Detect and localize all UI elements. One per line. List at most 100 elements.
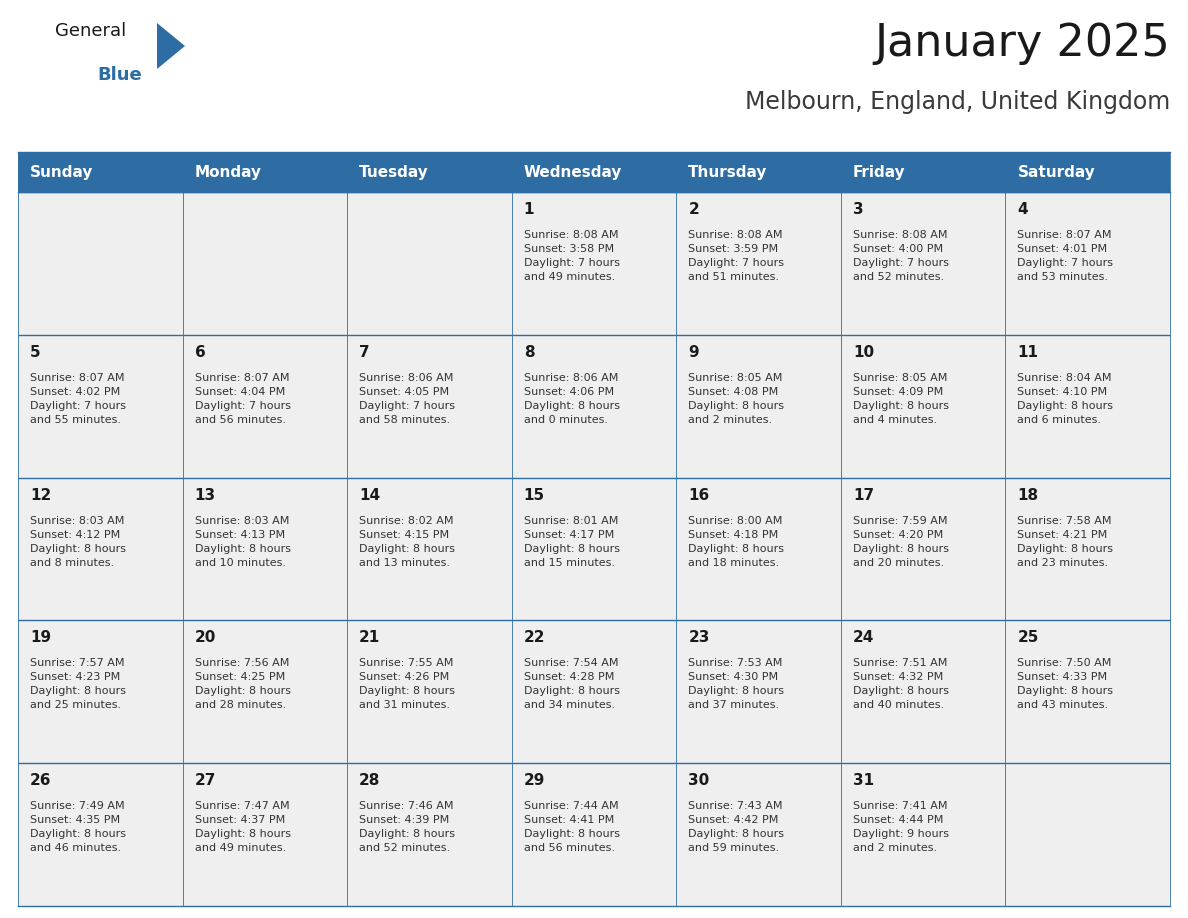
Text: Saturday: Saturday <box>1017 164 1095 180</box>
Text: 5: 5 <box>30 345 40 360</box>
Bar <box>841 152 1005 192</box>
Text: 16: 16 <box>688 487 709 502</box>
Text: Sunrise: 8:04 AM
Sunset: 4:10 PM
Daylight: 8 hours
and 6 minutes.: Sunrise: 8:04 AM Sunset: 4:10 PM Dayligh… <box>1017 373 1113 425</box>
Bar <box>183 763 347 906</box>
Polygon shape <box>157 23 185 69</box>
Bar <box>1005 152 1170 192</box>
Text: Sunrise: 8:07 AM
Sunset: 4:04 PM
Daylight: 7 hours
and 56 minutes.: Sunrise: 8:07 AM Sunset: 4:04 PM Dayligh… <box>195 373 291 425</box>
Text: 4: 4 <box>1017 202 1028 217</box>
Bar <box>183 152 347 192</box>
Bar <box>347 621 512 763</box>
Bar <box>183 192 347 335</box>
Text: 2: 2 <box>688 202 699 217</box>
Bar <box>676 335 841 477</box>
Bar <box>18 477 183 621</box>
Text: Sunrise: 7:56 AM
Sunset: 4:25 PM
Daylight: 8 hours
and 28 minutes.: Sunrise: 7:56 AM Sunset: 4:25 PM Dayligh… <box>195 658 291 711</box>
Text: Sunday: Sunday <box>30 164 94 180</box>
Text: 10: 10 <box>853 345 874 360</box>
Text: Sunrise: 7:44 AM
Sunset: 4:41 PM
Daylight: 8 hours
and 56 minutes.: Sunrise: 7:44 AM Sunset: 4:41 PM Dayligh… <box>524 801 620 853</box>
Text: Melbourn, England, United Kingdom: Melbourn, England, United Kingdom <box>745 90 1170 114</box>
Text: 9: 9 <box>688 345 699 360</box>
Text: Sunrise: 7:58 AM
Sunset: 4:21 PM
Daylight: 8 hours
and 23 minutes.: Sunrise: 7:58 AM Sunset: 4:21 PM Dayligh… <box>1017 516 1113 567</box>
Bar <box>183 335 347 477</box>
Text: Sunrise: 7:53 AM
Sunset: 4:30 PM
Daylight: 8 hours
and 37 minutes.: Sunrise: 7:53 AM Sunset: 4:30 PM Dayligh… <box>688 658 784 711</box>
Bar <box>347 192 512 335</box>
Text: 22: 22 <box>524 631 545 645</box>
Bar <box>512 192 676 335</box>
Bar <box>676 763 841 906</box>
Text: Sunrise: 8:08 AM
Sunset: 3:58 PM
Daylight: 7 hours
and 49 minutes.: Sunrise: 8:08 AM Sunset: 3:58 PM Dayligh… <box>524 230 620 282</box>
Text: 7: 7 <box>359 345 369 360</box>
Bar <box>347 152 512 192</box>
Text: 19: 19 <box>30 631 51 645</box>
Text: Friday: Friday <box>853 164 905 180</box>
Text: Sunrise: 7:51 AM
Sunset: 4:32 PM
Daylight: 8 hours
and 40 minutes.: Sunrise: 7:51 AM Sunset: 4:32 PM Dayligh… <box>853 658 949 711</box>
Text: 29: 29 <box>524 773 545 789</box>
Text: Sunrise: 8:01 AM
Sunset: 4:17 PM
Daylight: 8 hours
and 15 minutes.: Sunrise: 8:01 AM Sunset: 4:17 PM Dayligh… <box>524 516 620 567</box>
Text: Tuesday: Tuesday <box>359 164 429 180</box>
Bar <box>841 477 1005 621</box>
Text: Sunrise: 8:02 AM
Sunset: 4:15 PM
Daylight: 8 hours
and 13 minutes.: Sunrise: 8:02 AM Sunset: 4:15 PM Dayligh… <box>359 516 455 567</box>
Bar <box>18 152 183 192</box>
Text: January 2025: January 2025 <box>874 22 1170 65</box>
Text: Sunrise: 8:07 AM
Sunset: 4:01 PM
Daylight: 7 hours
and 53 minutes.: Sunrise: 8:07 AM Sunset: 4:01 PM Dayligh… <box>1017 230 1113 282</box>
Text: 1: 1 <box>524 202 535 217</box>
Text: 20: 20 <box>195 631 216 645</box>
Bar <box>676 152 841 192</box>
Bar <box>347 477 512 621</box>
Text: 24: 24 <box>853 631 874 645</box>
Text: Sunrise: 8:06 AM
Sunset: 4:05 PM
Daylight: 7 hours
and 58 minutes.: Sunrise: 8:06 AM Sunset: 4:05 PM Dayligh… <box>359 373 455 425</box>
Bar <box>1005 763 1170 906</box>
Text: 14: 14 <box>359 487 380 502</box>
Bar <box>1005 192 1170 335</box>
Bar <box>18 192 183 335</box>
Bar <box>841 192 1005 335</box>
Text: Monday: Monday <box>195 164 261 180</box>
Text: Sunrise: 7:55 AM
Sunset: 4:26 PM
Daylight: 8 hours
and 31 minutes.: Sunrise: 7:55 AM Sunset: 4:26 PM Dayligh… <box>359 658 455 711</box>
Text: 30: 30 <box>688 773 709 789</box>
Bar <box>841 621 1005 763</box>
Text: Sunrise: 8:03 AM
Sunset: 4:13 PM
Daylight: 8 hours
and 10 minutes.: Sunrise: 8:03 AM Sunset: 4:13 PM Dayligh… <box>195 516 291 567</box>
Text: Sunrise: 8:07 AM
Sunset: 4:02 PM
Daylight: 7 hours
and 55 minutes.: Sunrise: 8:07 AM Sunset: 4:02 PM Dayligh… <box>30 373 126 425</box>
Text: Blue: Blue <box>97 66 141 84</box>
Bar <box>676 621 841 763</box>
Text: Sunrise: 7:49 AM
Sunset: 4:35 PM
Daylight: 8 hours
and 46 minutes.: Sunrise: 7:49 AM Sunset: 4:35 PM Dayligh… <box>30 801 126 853</box>
Bar <box>841 763 1005 906</box>
Text: General: General <box>55 22 126 40</box>
Text: Sunrise: 7:57 AM
Sunset: 4:23 PM
Daylight: 8 hours
and 25 minutes.: Sunrise: 7:57 AM Sunset: 4:23 PM Dayligh… <box>30 658 126 711</box>
Text: 21: 21 <box>359 631 380 645</box>
Bar <box>347 335 512 477</box>
Text: Sunrise: 8:08 AM
Sunset: 3:59 PM
Daylight: 7 hours
and 51 minutes.: Sunrise: 8:08 AM Sunset: 3:59 PM Dayligh… <box>688 230 784 282</box>
Bar <box>18 621 183 763</box>
Text: 13: 13 <box>195 487 216 502</box>
Text: 3: 3 <box>853 202 864 217</box>
Text: Wednesday: Wednesday <box>524 164 623 180</box>
Text: Sunrise: 8:05 AM
Sunset: 4:09 PM
Daylight: 8 hours
and 4 minutes.: Sunrise: 8:05 AM Sunset: 4:09 PM Dayligh… <box>853 373 949 425</box>
Text: Sunrise: 7:59 AM
Sunset: 4:20 PM
Daylight: 8 hours
and 20 minutes.: Sunrise: 7:59 AM Sunset: 4:20 PM Dayligh… <box>853 516 949 567</box>
Text: Sunrise: 8:08 AM
Sunset: 4:00 PM
Daylight: 7 hours
and 52 minutes.: Sunrise: 8:08 AM Sunset: 4:00 PM Dayligh… <box>853 230 949 282</box>
Text: Sunrise: 7:41 AM
Sunset: 4:44 PM
Daylight: 9 hours
and 2 minutes.: Sunrise: 7:41 AM Sunset: 4:44 PM Dayligh… <box>853 801 949 853</box>
Bar <box>512 763 676 906</box>
Bar <box>1005 335 1170 477</box>
Bar <box>512 152 676 192</box>
Text: Sunrise: 7:47 AM
Sunset: 4:37 PM
Daylight: 8 hours
and 49 minutes.: Sunrise: 7:47 AM Sunset: 4:37 PM Dayligh… <box>195 801 291 853</box>
Text: Sunrise: 8:05 AM
Sunset: 4:08 PM
Daylight: 8 hours
and 2 minutes.: Sunrise: 8:05 AM Sunset: 4:08 PM Dayligh… <box>688 373 784 425</box>
Text: 15: 15 <box>524 487 545 502</box>
Bar <box>183 477 347 621</box>
Bar <box>18 763 183 906</box>
Bar <box>512 335 676 477</box>
Text: 25: 25 <box>1017 631 1038 645</box>
Text: Sunrise: 7:46 AM
Sunset: 4:39 PM
Daylight: 8 hours
and 52 minutes.: Sunrise: 7:46 AM Sunset: 4:39 PM Dayligh… <box>359 801 455 853</box>
Text: Sunrise: 7:50 AM
Sunset: 4:33 PM
Daylight: 8 hours
and 43 minutes.: Sunrise: 7:50 AM Sunset: 4:33 PM Dayligh… <box>1017 658 1113 711</box>
Text: 31: 31 <box>853 773 874 789</box>
Bar <box>676 477 841 621</box>
Bar <box>1005 477 1170 621</box>
Text: 18: 18 <box>1017 487 1038 502</box>
Text: Sunrise: 7:54 AM
Sunset: 4:28 PM
Daylight: 8 hours
and 34 minutes.: Sunrise: 7:54 AM Sunset: 4:28 PM Dayligh… <box>524 658 620 711</box>
Text: 8: 8 <box>524 345 535 360</box>
Text: 6: 6 <box>195 345 206 360</box>
Text: Sunrise: 8:03 AM
Sunset: 4:12 PM
Daylight: 8 hours
and 8 minutes.: Sunrise: 8:03 AM Sunset: 4:12 PM Dayligh… <box>30 516 126 567</box>
Text: Thursday: Thursday <box>688 164 767 180</box>
Text: Sunrise: 8:06 AM
Sunset: 4:06 PM
Daylight: 8 hours
and 0 minutes.: Sunrise: 8:06 AM Sunset: 4:06 PM Dayligh… <box>524 373 620 425</box>
Bar <box>347 763 512 906</box>
